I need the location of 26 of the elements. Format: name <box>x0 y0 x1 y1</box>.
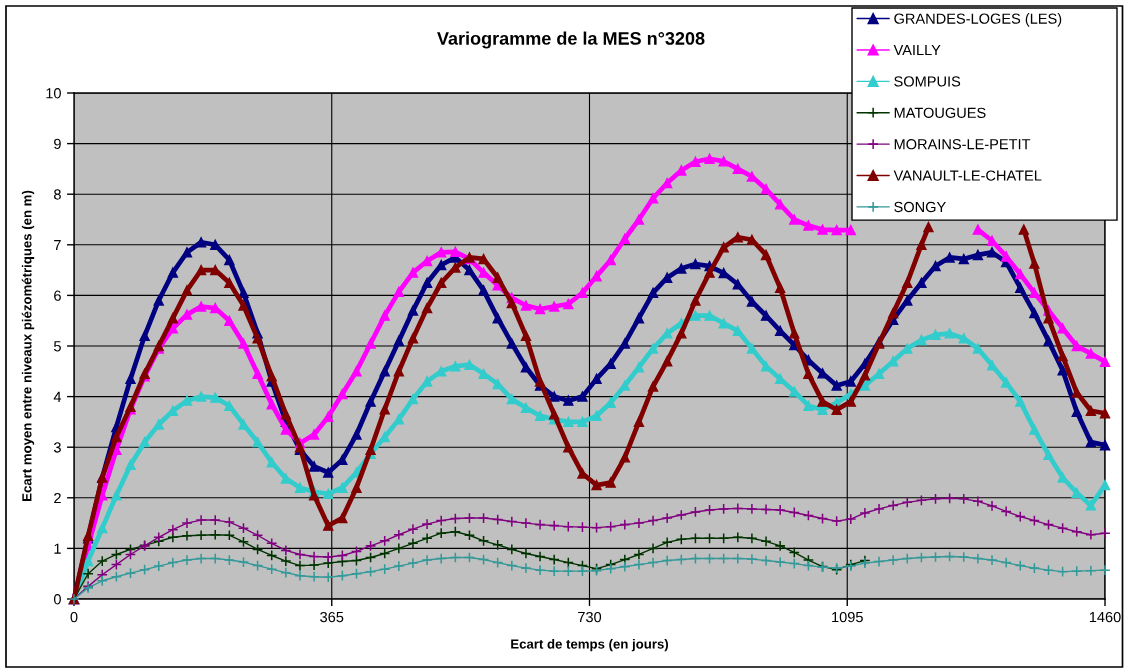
legend-label: MATOUGUES <box>894 107 986 118</box>
legend-label: SONGY <box>894 201 946 213</box>
legend-label: MORAINS-LE-PETIT <box>894 139 1031 150</box>
y-tick-label: 10 <box>46 88 61 99</box>
chart-title: Variogramme de la MES n°3208 <box>437 31 705 49</box>
y-tick-label: 1 <box>54 543 61 554</box>
x-axis-title: Ecart de temps (en jours) <box>511 638 669 652</box>
y-tick-label: 2 <box>54 492 61 504</box>
x-tick-label: 1095 <box>832 611 863 623</box>
legend-label: VANAULT-LE-CHATEL <box>893 170 1042 181</box>
legend-label: SOMPUIS <box>894 76 961 87</box>
y-tick-label: 6 <box>54 290 61 301</box>
y-tick-label: 5 <box>53 341 61 352</box>
y-tick-label: 8 <box>54 189 61 200</box>
legend-label: VAILLY <box>893 45 941 56</box>
x-tick-label: 365 <box>320 611 344 623</box>
y-tick-label: 9 <box>54 138 61 150</box>
x-tick-label: 0 <box>70 611 78 623</box>
legend-label: GRANDES-LOGES (LES) <box>894 13 1062 27</box>
x-tick-label: 1460 <box>1089 611 1121 623</box>
y-tick-label: 0 <box>53 594 61 605</box>
y-tick-label: 4 <box>53 391 62 402</box>
y-tick-label: 7 <box>54 240 61 251</box>
x-tick-label: 730 <box>578 611 602 623</box>
y-tick-label: 3 <box>53 442 61 453</box>
y-axis-title: Ecart moyen entre niveaux piézométriques (en m) <box>21 190 35 501</box>
